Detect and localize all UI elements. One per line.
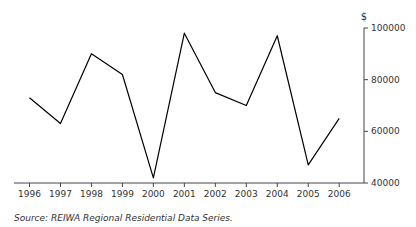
y-tick — [364, 79, 368, 80]
x-tick-label: 2001 — [173, 189, 196, 199]
x-tick — [91, 183, 92, 187]
x-tick-label: 1999 — [111, 189, 134, 199]
x-tick-label: 1997 — [49, 189, 72, 199]
y-axis-line — [364, 28, 365, 183]
y-tick — [364, 131, 368, 132]
x-tick — [277, 183, 278, 187]
data-line — [29, 33, 339, 178]
x-tick — [153, 183, 154, 187]
y-tick — [364, 183, 368, 184]
y-tick-label: 80000 — [371, 75, 400, 85]
x-tick — [246, 183, 247, 187]
y-tick-label: 40000 — [371, 178, 400, 188]
x-tick-label: 2005 — [297, 189, 320, 199]
y-tick — [364, 28, 368, 29]
y-axis-label: $ — [361, 11, 367, 22]
x-tick-label: 1996 — [18, 189, 41, 199]
chart: 1996 1997 1998 1999 2000 2001 2002 2003 2004 2005… — [0, 0, 416, 227]
source-text: Source: REIWA Regional Residential Data … — [14, 213, 233, 223]
x-tick-label: 2006 — [328, 189, 351, 199]
x-tick — [122, 183, 123, 187]
x-tick — [308, 183, 309, 187]
x-tick — [60, 183, 61, 187]
y-tick-label: 60000 — [371, 126, 400, 136]
x-tick — [339, 183, 340, 187]
x-tick-label: 2003 — [235, 189, 258, 199]
x-tick-label: 2004 — [266, 189, 289, 199]
y-tick-label: 100000 — [371, 23, 406, 33]
x-tick — [184, 183, 185, 187]
x-tick — [29, 183, 30, 187]
x-tick-label: 2000 — [142, 189, 165, 199]
x-axis-line — [14, 183, 364, 184]
x-tick — [215, 183, 216, 187]
x-tick-label: 2002 — [204, 189, 227, 199]
x-tick-label: 1998 — [80, 189, 103, 199]
plot-area — [29, 33, 339, 178]
